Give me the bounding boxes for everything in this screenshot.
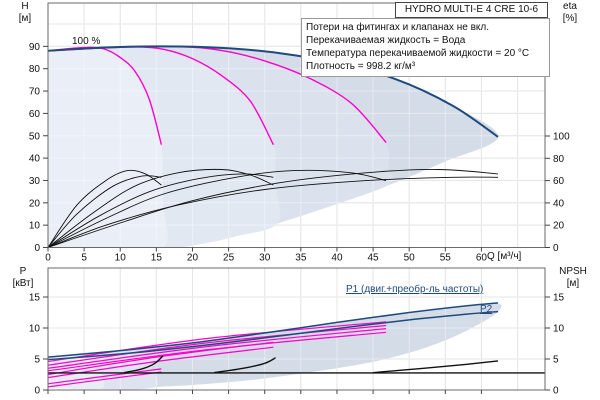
- tick-label-bottom: 45: [368, 253, 380, 264]
- tick-label-right: 20: [553, 221, 565, 232]
- tick-label-right: 100: [553, 132, 570, 143]
- region-power-band: [48, 302, 502, 389]
- curve-p2-3pumps-a: [48, 331, 387, 372]
- tick-label-left: 15: [29, 293, 41, 304]
- tick-label-left: 80: [29, 64, 41, 75]
- p1-curve-label: P1 (двиг.+преобр-ль частоты): [346, 284, 484, 295]
- p-axis-unit: [кВт]: [12, 278, 34, 289]
- eta-axis-unit: [%]: [562, 13, 578, 24]
- curve-p2-total: [48, 310, 499, 361]
- tick-label-bottom: 15: [151, 253, 163, 264]
- tick-label-right: 60: [553, 176, 565, 187]
- chart-bottom: 0 5 10 15 0 5 10 15: [29, 267, 565, 397]
- chart-title: HYDRO MULTI-E 4 CRE 10-6: [395, 2, 548, 18]
- curve-max-curve-envelope: [48, 45, 499, 138]
- tick-label-left: 70: [29, 87, 41, 98]
- curve-eta-4: [48, 169, 499, 248]
- curve-npsh-3pumps: [373, 360, 499, 374]
- tick-label-left: 60: [29, 109, 41, 120]
- condition-line: Потери на фитингах и клапанах не вкл.: [306, 22, 489, 33]
- plot-border: [47, 267, 546, 391]
- tick-label-bottom: 60: [476, 253, 488, 264]
- region-power-band-1: [48, 352, 105, 390]
- tick-label-left: 5: [34, 355, 40, 366]
- ticks: [43, 45, 550, 252]
- curve-p2-3pumps-b: [48, 328, 387, 369]
- condition-line: Перекачиваемая жидкость = Вода: [306, 35, 466, 46]
- eta-axis-name: eta: [563, 1, 577, 12]
- curve-p1-total: [48, 302, 499, 358]
- tick-label-bottom: 40: [331, 253, 343, 264]
- eta-axis-label: eta [%]: [550, 1, 590, 25]
- curve-p2-3pumps-c: [48, 324, 387, 366]
- curve-eta-5: [48, 176, 499, 248]
- tick-label-right: 0: [553, 386, 559, 397]
- curve-eta-3: [48, 169, 387, 248]
- h-axis-unit: [м]: [18, 13, 32, 24]
- tick-label-bottom: 25: [223, 253, 235, 264]
- tick-label-right: 5: [553, 355, 559, 366]
- region-operating-range-1-pump: [48, 47, 168, 248]
- p-axis-name: P: [19, 266, 27, 277]
- tick-label-left: 90: [29, 42, 41, 53]
- npsh-axis-label: NPSH [м]: [548, 266, 598, 290]
- curve-eta-6: [48, 175, 162, 248]
- h-axis-label: H [м]: [8, 1, 42, 25]
- tick-label-right: 40: [553, 198, 565, 209]
- tick-label-bottom: 35: [295, 253, 307, 264]
- tick-label-bottom: 50: [404, 253, 416, 264]
- conditions-box: Потери на фитингах и клапанах не вкл. Пе…: [301, 18, 550, 77]
- tick-label-bottom: 30: [259, 253, 271, 264]
- tick-label-bottom: 5: [81, 253, 87, 264]
- condition-line: Температура перекачиваемой жидкости = 20…: [306, 48, 530, 59]
- tick-label-right: 80: [553, 154, 565, 165]
- tick-label-left: 40: [29, 154, 41, 165]
- tick-label-bottom: 10: [115, 253, 127, 264]
- p-axis-label: P [кВт]: [2, 266, 44, 290]
- tick-label-left: 50: [29, 131, 41, 142]
- npsh-axis-unit: [м]: [566, 278, 580, 289]
- tick-label-left: 0: [34, 386, 40, 397]
- tick-label-left: 0: [34, 243, 40, 254]
- tick-label-right: 15: [553, 293, 565, 304]
- tick-label-right: 10: [553, 324, 565, 335]
- tick-label-left: 20: [29, 198, 41, 209]
- tick-label-bottom: 55: [440, 253, 452, 264]
- p2-curve-label: P2: [480, 304, 493, 315]
- grid-overlay: [48, 268, 545, 390]
- speed-100pct-label: 100 %: [72, 36, 101, 47]
- curve-p2-1pump-b: [48, 368, 162, 385]
- curve-npsh-1pump: [123, 355, 164, 374]
- curve-npsh-2pumps: [214, 357, 276, 374]
- curve-eta-1: [48, 169, 162, 248]
- tick-label-left: 10: [29, 324, 41, 335]
- curve-eta-7: [48, 173, 274, 248]
- tick-label-bottom: 0: [45, 253, 51, 264]
- plot-border: [47, 2, 546, 248]
- q-axis-label: Q [м³/ч]: [487, 251, 545, 263]
- h-axis-name: H: [21, 1, 29, 12]
- tick-label-left: 30: [29, 176, 41, 187]
- tick-label-right: 0: [553, 243, 559, 254]
- q-axis-name: Q [м³/ч]: [487, 251, 522, 262]
- npsh-axis-name: NPSH: [559, 266, 587, 277]
- tick-label-left: 10: [29, 221, 41, 232]
- ticks: [43, 296, 550, 394]
- curve-p2-3pumps-d: [48, 321, 387, 363]
- tick-label-bottom: 20: [187, 253, 199, 264]
- condition-line: Плотность = 998.2 кг/м³: [306, 61, 416, 72]
